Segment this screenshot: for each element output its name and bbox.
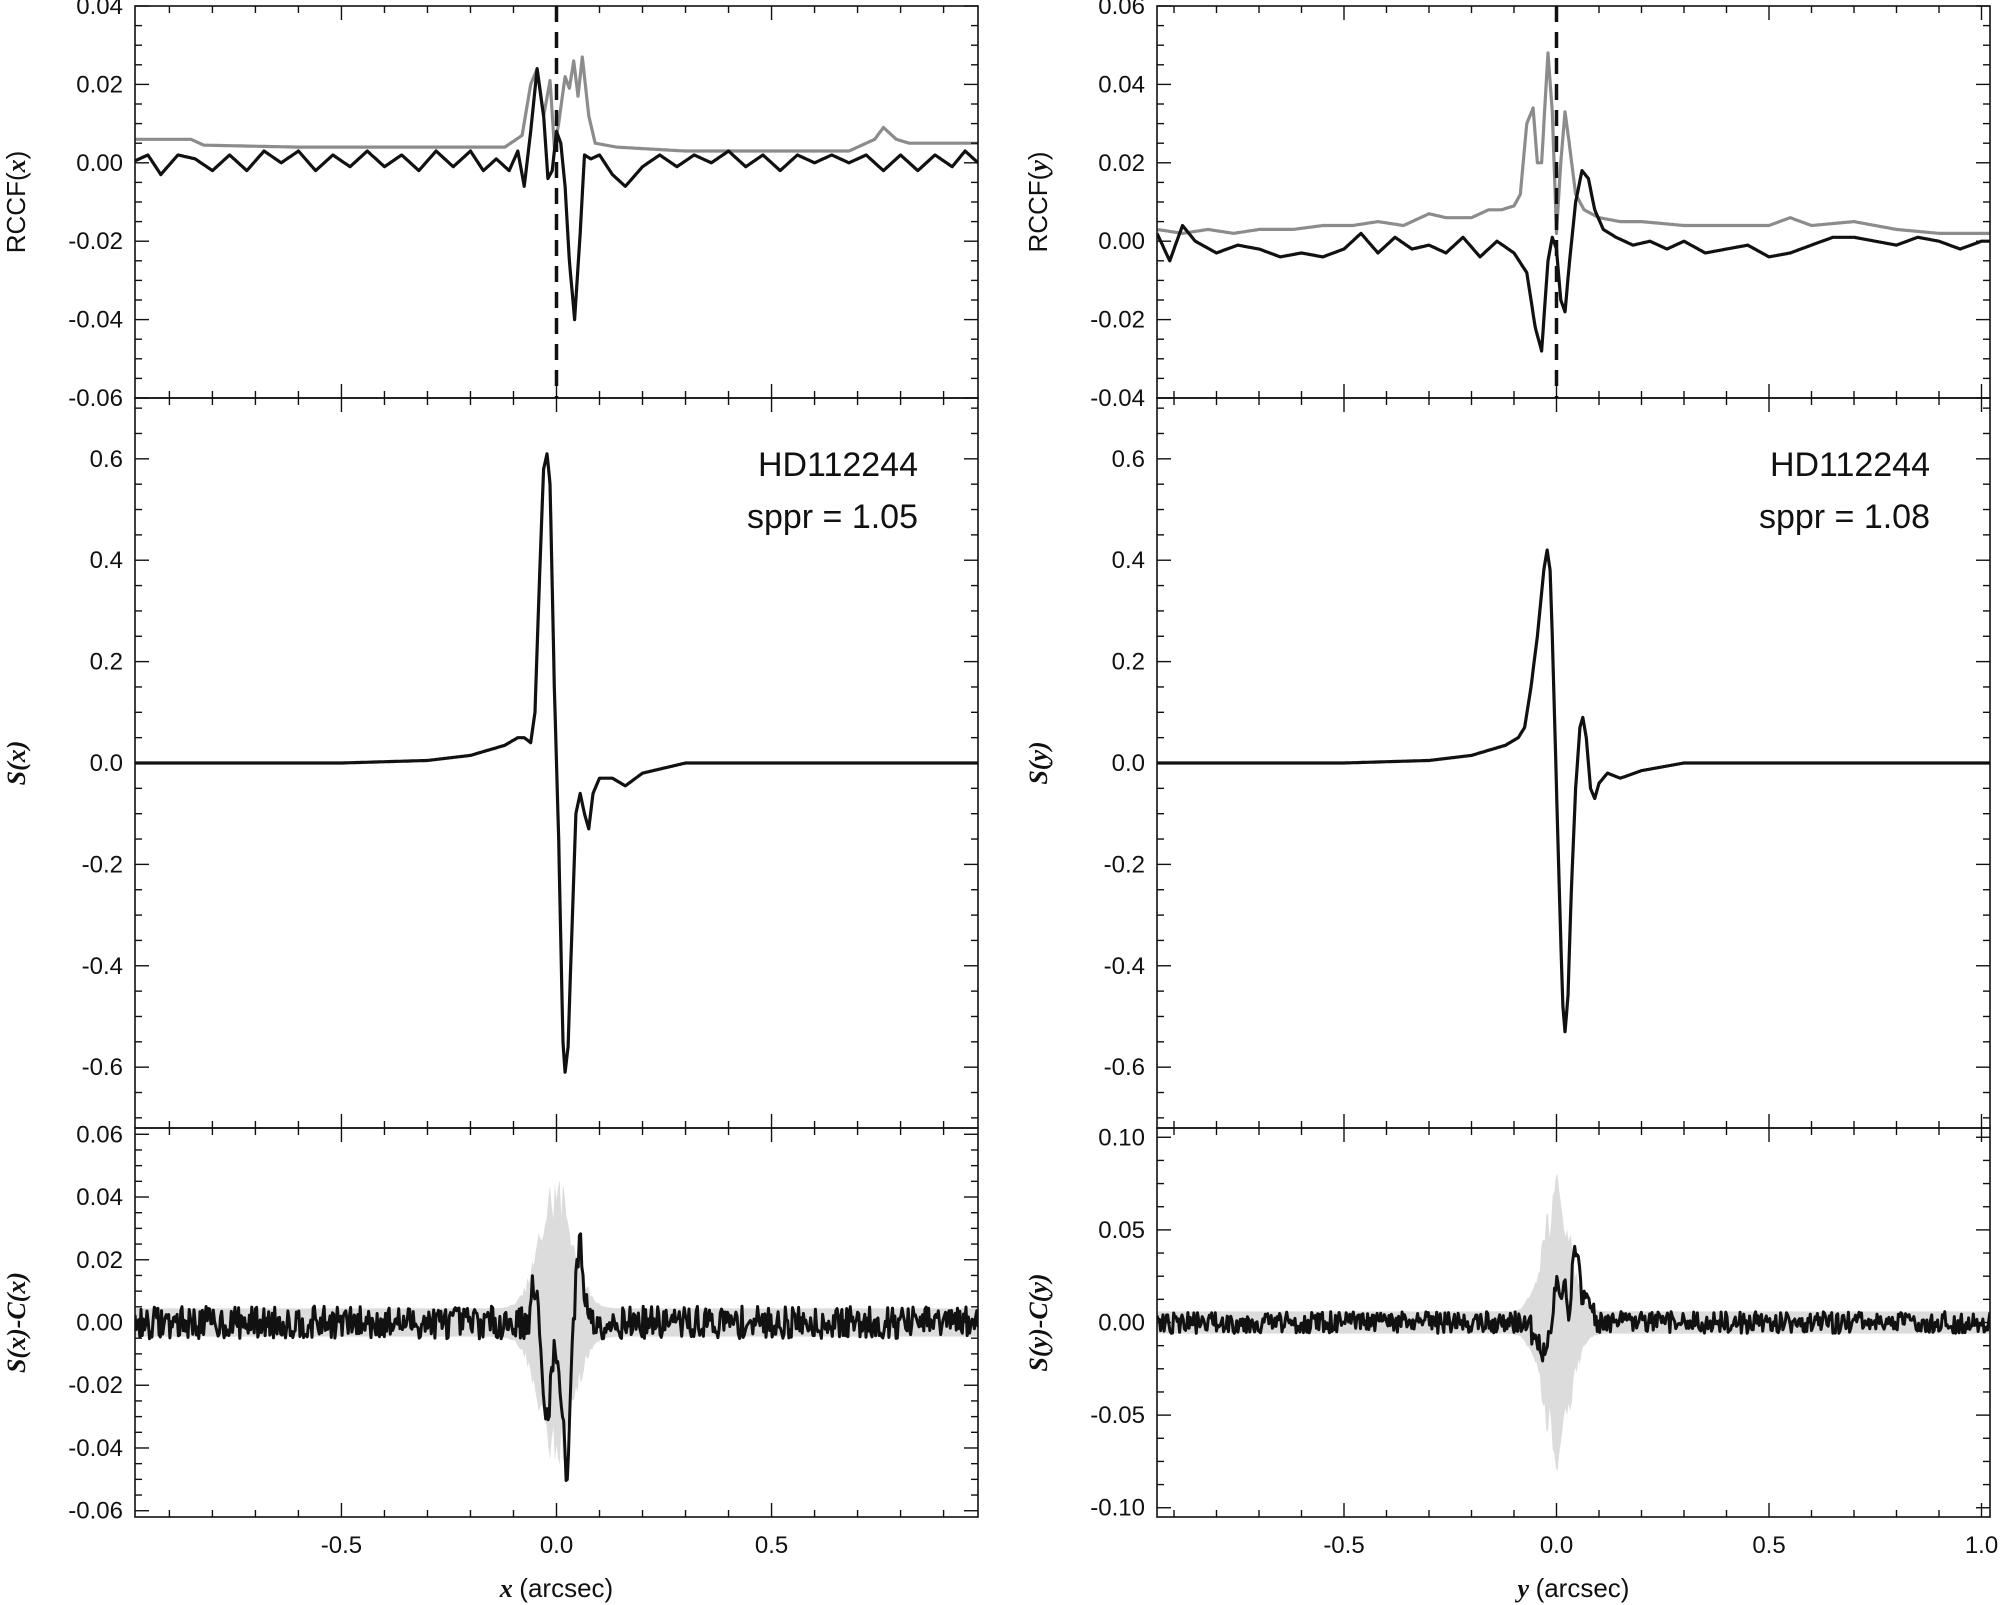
right-residual-ytick-label: -0.05 bbox=[1090, 1402, 1145, 1429]
right-rccf-ytick-label: -0.02 bbox=[1090, 307, 1145, 334]
left-residual-ytick-label: -0.06 bbox=[68, 1498, 123, 1525]
right-residual-ytick-label: 0.00 bbox=[1098, 1310, 1145, 1337]
left-column: -0.06-0.04-0.020.000.020.04RCCF(x)-0.6-0… bbox=[1, 0, 979, 1603]
left-signal-series-0 bbox=[135, 452, 978, 1074]
left-rccf-series-0 bbox=[135, 55, 978, 153]
left-signal-ytick-label: -0.6 bbox=[82, 1054, 123, 1081]
left-residual-ytick-label: 0.04 bbox=[76, 1184, 123, 1211]
left-residual-ytick-label: 0.02 bbox=[76, 1247, 123, 1274]
left-xlabel: x (arcsec) bbox=[499, 1573, 613, 1603]
right-ylabel-0: RCCF(y) bbox=[1023, 151, 1053, 252]
right-signal-ytick-label: -0.4 bbox=[1104, 953, 1145, 980]
right-rccf-ytick-label: -0.04 bbox=[1090, 385, 1145, 412]
right-xtick-label: 0.5 bbox=[1752, 1532, 1785, 1559]
right-signal-ytick-label: 0.0 bbox=[1112, 750, 1145, 777]
left-xtick-label: 0.5 bbox=[755, 1532, 788, 1559]
left-ylabel-2: S(x)-C(x) bbox=[2, 1272, 31, 1373]
left-panel-residual: -0.06 -0.04 -0.02 0.00 0.02 0.04 0.06 S(x)-C(x) bbox=[2, 1121, 979, 1525]
left-signal-ytick-label: 0.6 bbox=[90, 446, 123, 473]
right-ylabel-2: S(y)-C(y) bbox=[1024, 1273, 1053, 1371]
left-panel-rccf: -0.06 -0.04 -0.02 0.00 0.02 0.04 RCCF(x) bbox=[1, 0, 979, 412]
right-rccf-ytick-label: 0.06 bbox=[1098, 0, 1145, 20]
right-sppr-label: sppr = 1.08 bbox=[1759, 498, 1930, 536]
right-signal-ytick-label: -0.2 bbox=[1104, 851, 1145, 878]
right-uncertainty-band bbox=[1157, 1173, 1990, 1472]
right-xtick-label: 0.0 bbox=[1540, 1532, 1573, 1559]
right-xtick-label: -0.5 bbox=[1323, 1532, 1364, 1559]
left-ylabel-0: RCCF(x) bbox=[1, 151, 31, 254]
left-signal-ytick-label: 0.4 bbox=[90, 547, 123, 574]
left-residual-line bbox=[135, 1232, 978, 1482]
left-xtick-label: -0.5 bbox=[321, 1532, 362, 1559]
left-residual-ytick-label: -0.04 bbox=[68, 1435, 123, 1462]
right-signal-ytick-label: 0.4 bbox=[1112, 547, 1145, 574]
left-rccf-ytick-label: 0.02 bbox=[76, 71, 123, 98]
right-signal-ytick-label: 0.2 bbox=[1112, 649, 1145, 676]
right-xlabel: y (arcsec) bbox=[1515, 1573, 1630, 1603]
right-residual-ytick-label: 0.05 bbox=[1098, 1217, 1145, 1244]
right-column: -0.04-0.020.000.020.040.06RCCF(y)-0.6-0.… bbox=[1023, 0, 1998, 1603]
left-rccf-ytick-label: -0.02 bbox=[68, 228, 123, 255]
right-panel-rccf: -0.04 -0.02 0.00 0.02 0.04 0.06 RCCF(y) bbox=[1023, 0, 1991, 412]
left-rccf-series-1 bbox=[135, 67, 978, 322]
right-residual-line bbox=[1157, 1244, 1990, 1363]
left-residual-ytick-label: -0.02 bbox=[68, 1372, 123, 1399]
left-panel-signal: -0.6 -0.4 -0.2 0.0 0.2 0.4 0.6 S(x) HD112244 sppr… bbox=[2, 397, 979, 1129]
right-panel-residual: -0.10 -0.05 0.00 0.05 0.10 S(y)-C(y) bbox=[1024, 1124, 1991, 1522]
right-rccf-ytick-label: 0.00 bbox=[1098, 228, 1145, 255]
left-rccf-ytick-label: -0.06 bbox=[68, 385, 123, 412]
right-rccf-frame bbox=[1156, 5, 1991, 399]
right-signal-ytick-label: 0.6 bbox=[1112, 446, 1145, 473]
left-signal-ytick-label: 0.2 bbox=[90, 649, 123, 676]
right-signal-series-0 bbox=[1157, 548, 1990, 1034]
right-residual-ytick-label: -0.10 bbox=[1090, 1495, 1145, 1522]
left-star-name: HD112244 bbox=[758, 446, 918, 484]
right-rccf-ytick-label: 0.02 bbox=[1098, 150, 1145, 177]
left-residual-ytick-label: 0.00 bbox=[76, 1310, 123, 1337]
left-rccf-ytick-label: -0.04 bbox=[68, 307, 123, 334]
right-rccf-ytick-label: 0.04 bbox=[1098, 71, 1145, 98]
right-rccf-series-0 bbox=[1157, 51, 1990, 235]
right-signal-ytick-label: -0.6 bbox=[1104, 1054, 1145, 1081]
right-ylabel-1: S(y) bbox=[1024, 741, 1053, 784]
left-xtick-label: 0.0 bbox=[540, 1532, 573, 1559]
right-rccf-series-1 bbox=[1157, 169, 1990, 353]
left-ylabel-1: S(x) bbox=[2, 741, 31, 786]
right-residual-ytick-label: 0.10 bbox=[1098, 1124, 1145, 1151]
right-star-name: HD112244 bbox=[1770, 446, 1930, 484]
left-sppr-label: sppr = 1.05 bbox=[747, 498, 918, 536]
left-signal-ytick-label: 0.0 bbox=[90, 750, 123, 777]
left-rccf-ytick-label: 0.04 bbox=[76, 0, 123, 20]
left-signal-ytick-label: -0.4 bbox=[82, 953, 123, 980]
left-rccf-ytick-label: 0.00 bbox=[76, 150, 123, 177]
left-uncertainty-band bbox=[135, 1180, 978, 1465]
right-panel-signal: -0.6 -0.4 -0.2 0.0 0.2 0.4 0.6 S(y) HD112244 sppr… bbox=[1024, 397, 1991, 1129]
right-xtick-label: 1.0 bbox=[1965, 1532, 1998, 1559]
left-signal-ytick-label: -0.2 bbox=[82, 851, 123, 878]
left-residual-ytick-label: 0.06 bbox=[76, 1121, 123, 1148]
